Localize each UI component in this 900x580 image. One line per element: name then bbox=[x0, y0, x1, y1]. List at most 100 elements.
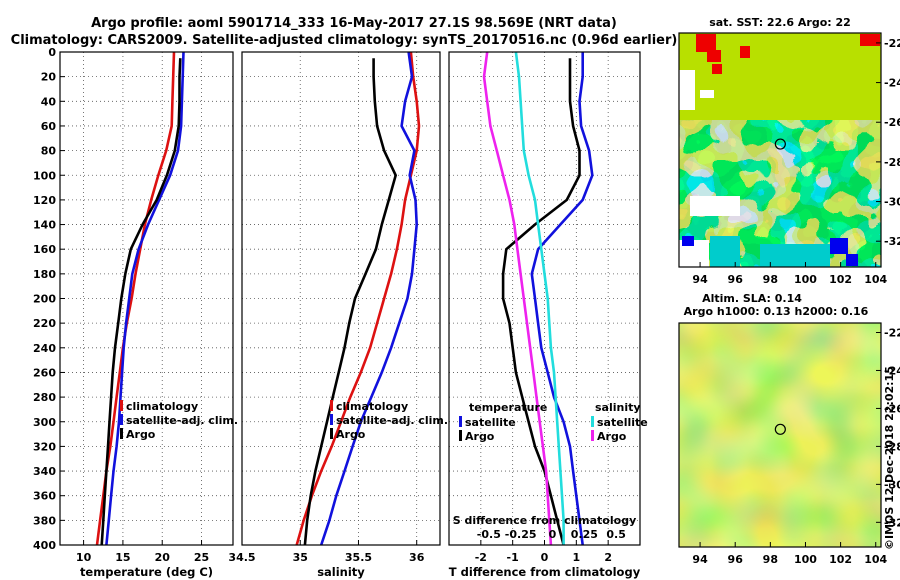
map-y-tick-label: -30 bbox=[884, 196, 900, 209]
sst-cold-patch-4 bbox=[710, 236, 740, 267]
y-tick-label: 220 bbox=[33, 317, 56, 330]
sst-cold-patch-1 bbox=[682, 236, 694, 246]
y-tick-label: 260 bbox=[33, 366, 56, 379]
y-tick-label: 320 bbox=[33, 440, 56, 453]
legend-swatch bbox=[330, 428, 333, 439]
legend-swatch bbox=[591, 416, 594, 427]
y-tick-label: 20 bbox=[41, 71, 57, 84]
y-tick-label: 180 bbox=[33, 268, 56, 281]
legend-label: climatology bbox=[336, 400, 408, 413]
legend-swatch bbox=[120, 414, 123, 425]
y-tick-label: 400 bbox=[33, 539, 56, 552]
legend-swatch bbox=[330, 414, 333, 425]
sla-map-subtitle: Argo h1000: 0.13 h2000: 0.16 bbox=[684, 305, 869, 318]
map-x-tick-label: 104 bbox=[864, 553, 887, 566]
series-argo bbox=[100, 58, 182, 546]
top-axis-label: S difference from climatology bbox=[453, 514, 637, 527]
sst-cold-patch-3 bbox=[846, 254, 858, 266]
y-tick-label: 140 bbox=[33, 219, 56, 232]
sst-warm-patch-5 bbox=[712, 64, 722, 74]
map-y-tick-label: -30 bbox=[884, 478, 900, 491]
x-tick-label: 35 bbox=[293, 551, 308, 564]
map-y-tick-label: -32 bbox=[884, 235, 900, 248]
map-x-tick-label: 98 bbox=[763, 553, 778, 566]
series-t-argo bbox=[501, 58, 581, 546]
panel-difference: -2 -1 0 1 2T difference from climatology temp… bbox=[448, 51, 648, 579]
sla-field bbox=[679, 323, 881, 547]
y-tick-label: 80 bbox=[41, 145, 57, 158]
panel-frame bbox=[241, 51, 441, 546]
series-satellite-adj-clim- bbox=[319, 51, 419, 546]
legend-swatch bbox=[591, 430, 594, 441]
legend-title-temperature: temperature bbox=[469, 401, 547, 414]
x-axis-label: T difference from climatology bbox=[449, 565, 641, 579]
sla-map-frame bbox=[678, 322, 882, 548]
map-y-tick-label: -22 bbox=[884, 326, 900, 339]
sst-warm-patch-2 bbox=[707, 50, 721, 62]
map-x-tick-label: 98 bbox=[763, 273, 778, 286]
sst-cold-patch-2 bbox=[830, 238, 848, 254]
legend-title-salinity: salinity bbox=[595, 401, 641, 414]
map-x-tick-label: 104 bbox=[864, 273, 887, 286]
map-y-tick-label: -28 bbox=[884, 156, 900, 169]
x-tick-label: 1 bbox=[573, 551, 581, 564]
y-tick-label: 380 bbox=[33, 514, 56, 527]
legend-label: satellite-adj. clim. bbox=[336, 414, 448, 427]
sst-warm-patch-1 bbox=[696, 34, 716, 52]
top-tick-label: -0.25 bbox=[505, 528, 537, 541]
map-x-tick-label: 94 bbox=[692, 273, 708, 286]
x-tick-label: -2 bbox=[475, 551, 487, 564]
sst-argo-marker bbox=[774, 138, 786, 150]
map-x-tick-label: 94 bbox=[692, 553, 708, 566]
y-tick-label: 160 bbox=[33, 243, 56, 256]
x-tick-label: 20 bbox=[155, 551, 171, 564]
sst-gap-1 bbox=[679, 70, 695, 110]
legend-label: satellite bbox=[465, 416, 516, 429]
y-tick-label: 40 bbox=[41, 95, 57, 108]
sst-warm-patch-4 bbox=[860, 34, 880, 46]
x-tick-label: 34.5 bbox=[228, 551, 255, 564]
sst-map-title: sat. SST: 22.6 Argo: 22 bbox=[709, 16, 851, 29]
credit-label: ©IMOS 12-Dec-2018 22:02:15 bbox=[883, 366, 896, 550]
series-s-argo bbox=[482, 51, 553, 546]
map-y-tick-label: -22 bbox=[884, 37, 900, 50]
map-y-tick-label: -24 bbox=[884, 77, 900, 90]
sla-map-title: Altim. SLA: 0.14 bbox=[702, 292, 802, 305]
title-line-2: Climatology: CARS2009. Satellite-adjuste… bbox=[11, 33, 678, 48]
y-tick-label: 60 bbox=[41, 120, 57, 133]
legend-label: satellite-adj. clim. bbox=[126, 414, 238, 427]
panel-frame bbox=[59, 51, 234, 546]
sst-warm-patch-3 bbox=[740, 46, 750, 58]
legend-label: Argo bbox=[126, 428, 156, 441]
x-tick-label: 25 bbox=[194, 551, 209, 564]
map-y-tick-label: -26 bbox=[884, 116, 900, 129]
legend-swatch bbox=[120, 428, 123, 439]
sst-gap-3 bbox=[690, 196, 740, 216]
y-tick-label: 360 bbox=[33, 490, 56, 503]
series-s-satellite bbox=[514, 51, 565, 545]
legend-label: climatology bbox=[126, 400, 198, 413]
map-x-tick-label: 102 bbox=[829, 273, 852, 286]
y-tick-label: 340 bbox=[33, 465, 56, 478]
legend-swatch bbox=[459, 416, 462, 427]
map-x-tick-label: 100 bbox=[794, 273, 817, 286]
sst-gap-2 bbox=[700, 90, 714, 98]
sst-cold-patch-5 bbox=[760, 244, 830, 267]
x-tick-label: 36 bbox=[409, 551, 425, 564]
legend-label: Argo bbox=[465, 430, 495, 443]
map-y-tick-label: -32 bbox=[884, 516, 900, 529]
sla-argo-marker bbox=[774, 423, 786, 435]
x-tick-label: 15 bbox=[115, 551, 130, 564]
map-y-tick-label: -26 bbox=[884, 402, 900, 415]
legend-label: Argo bbox=[597, 430, 627, 443]
y-tick-label: 240 bbox=[33, 342, 56, 355]
top-tick-label: -0.5 bbox=[477, 528, 501, 541]
legend-label: Argo bbox=[336, 428, 366, 441]
map-axes: 94 96 98 100 102 104 -22 -24 -26 -28 -30 -32 94 96 98 1… bbox=[692, 37, 900, 566]
y-tick-label: 280 bbox=[33, 391, 56, 404]
map-x-tick-label: 100 bbox=[794, 553, 817, 566]
x-tick-label: 35.5 bbox=[345, 551, 372, 564]
